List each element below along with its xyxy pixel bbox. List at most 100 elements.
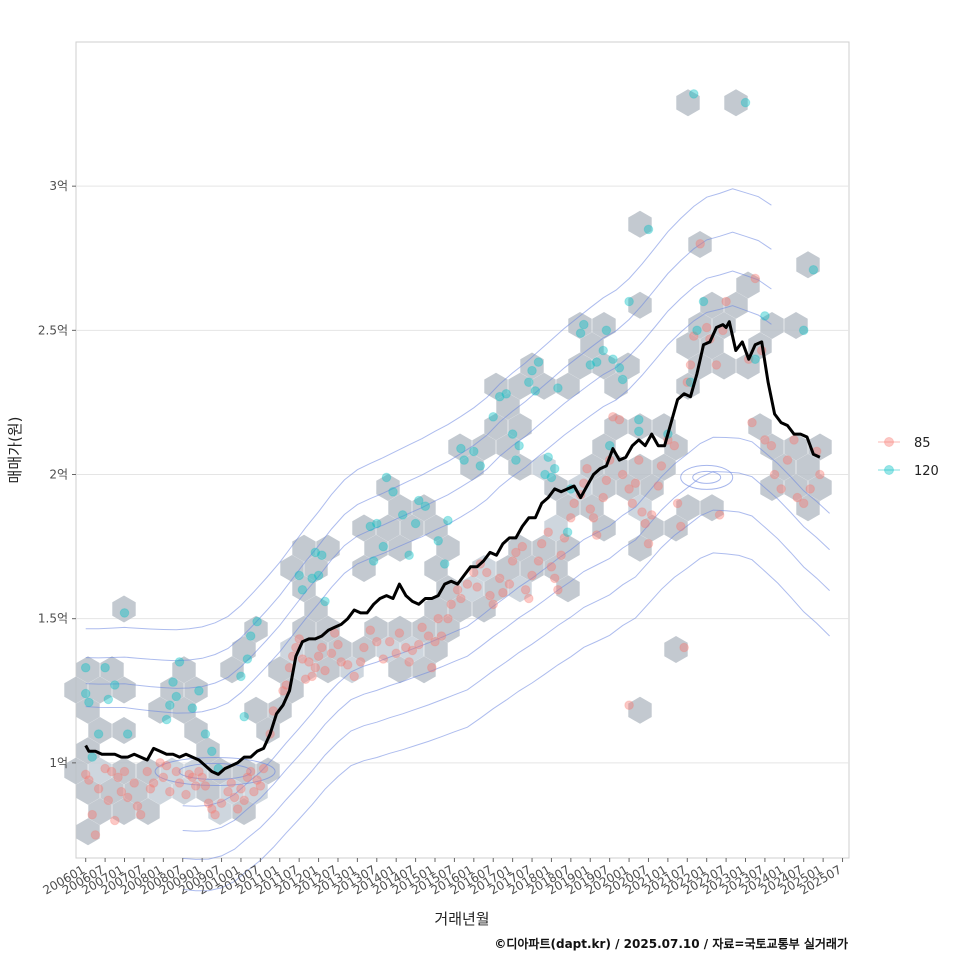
- point-85-161: [776, 484, 786, 494]
- point-120-35: [378, 541, 389, 552]
- hexbin-84: [712, 352, 736, 380]
- contour-ring-3: [692, 470, 722, 484]
- hexbin-160: [592, 352, 616, 380]
- point-120-29: [313, 570, 324, 581]
- point-85-137: [646, 510, 657, 520]
- hexbin-6: [112, 798, 136, 825]
- point-85-145: [685, 360, 696, 370]
- point-85-67: [336, 657, 347, 667]
- point-85-128: [614, 414, 625, 425]
- point-85-38: [229, 792, 240, 803]
- hexbin-58: [556, 575, 580, 603]
- hexbin-152: [508, 372, 532, 400]
- hexbin-54: [520, 555, 544, 582]
- point-120-85: [760, 311, 770, 321]
- point-85-60: [310, 662, 321, 673]
- hexbin-148: [484, 372, 508, 400]
- hexbin-123: [232, 636, 256, 663]
- point-85-127: [608, 412, 618, 422]
- point-85-17: [145, 784, 156, 794]
- point-120-32: [365, 521, 376, 532]
- point-120-73: [608, 354, 618, 365]
- point-120-17: [200, 729, 211, 739]
- hexbin-10: [136, 757, 160, 785]
- contour-line-3: [182, 436, 830, 807]
- point-120-70: [591, 357, 602, 367]
- hexbin-0: [64, 757, 88, 785]
- point-85-134: [637, 507, 647, 517]
- point-85-33: [207, 804, 217, 814]
- point-120-53: [507, 429, 518, 439]
- hexbin-139: [412, 494, 436, 522]
- point-120-56: [524, 377, 534, 388]
- point-85-148: [701, 322, 712, 333]
- hexbin-126: [292, 575, 316, 603]
- hexbin-115: [172, 656, 196, 684]
- hexbin-165: [628, 291, 652, 319]
- density-contours: [85, 188, 830, 892]
- point-120-20: [236, 671, 246, 682]
- hexbin-47: [460, 575, 484, 603]
- point-85-72: [365, 625, 376, 636]
- point-85-0: [80, 769, 91, 780]
- point-85-130: [624, 484, 634, 494]
- point-85-156: [750, 273, 761, 284]
- point-85-61: [313, 651, 324, 662]
- point-85-139: [656, 461, 667, 471]
- hexbin-25: [268, 656, 292, 684]
- point-85-96: [482, 567, 492, 578]
- hexbin-171: [724, 89, 748, 117]
- legend-key-dot-85: [884, 437, 894, 447]
- point-120-71: [598, 345, 609, 356]
- point-120-36: [381, 472, 392, 483]
- point-85-114: [556, 550, 566, 561]
- point-85-115: [559, 533, 570, 543]
- point-85-25: [181, 789, 191, 800]
- point-85-104: [517, 541, 528, 552]
- x-axis-title: 거래년월: [434, 910, 489, 928]
- point-85-28: [190, 781, 201, 791]
- hexbin-16: [208, 798, 232, 825]
- point-85-1: [84, 775, 94, 785]
- point-85-57: [300, 674, 311, 685]
- point-85-23: [171, 766, 182, 777]
- point-85-39: [232, 804, 243, 814]
- hexbin-31: [328, 636, 352, 663]
- point-85-83: [423, 631, 434, 641]
- point-85-79: [404, 657, 414, 667]
- point-120-63: [549, 463, 560, 474]
- point-85-64: [326, 648, 337, 659]
- point-85-110: [543, 527, 554, 538]
- hexbin-74: [652, 453, 676, 481]
- point-85-97: [485, 590, 495, 601]
- point-85-59: [307, 671, 317, 682]
- point-85-125: [601, 475, 612, 486]
- point-120-30: [317, 550, 327, 561]
- hexbin-30: [316, 656, 340, 684]
- hexbin-39: [388, 656, 412, 684]
- point-120-50: [488, 412, 499, 422]
- hexbin-60: [556, 494, 580, 522]
- point-120-77: [634, 414, 644, 425]
- hexbin-43: [424, 595, 448, 623]
- hexbin-158: [568, 312, 592, 339]
- point-85-80: [407, 645, 418, 656]
- hexbin-162: [592, 312, 616, 339]
- point-85-121: [585, 504, 596, 514]
- hexbin-56: [544, 514, 568, 542]
- hexbin-132: [352, 555, 376, 582]
- scatter-points: [80, 89, 825, 840]
- point-85-131: [627, 498, 638, 509]
- hexbin-93: [772, 453, 796, 481]
- hexbin-134: [364, 534, 388, 562]
- point-120-10: [161, 714, 172, 725]
- legend-key-dot-120: [884, 465, 894, 475]
- hexbin-170: [700, 291, 724, 319]
- point-85-4: [93, 784, 104, 794]
- point-120-52: [501, 389, 512, 399]
- point-85-99: [494, 573, 505, 584]
- point-85-44: [249, 786, 259, 797]
- hexbin-155: [532, 453, 556, 481]
- hexbin-64: [592, 514, 616, 542]
- source-caption: ©디아파트(dapt.kr) / 2025.07.10 / 자료=국토교통부 실…: [494, 936, 848, 951]
